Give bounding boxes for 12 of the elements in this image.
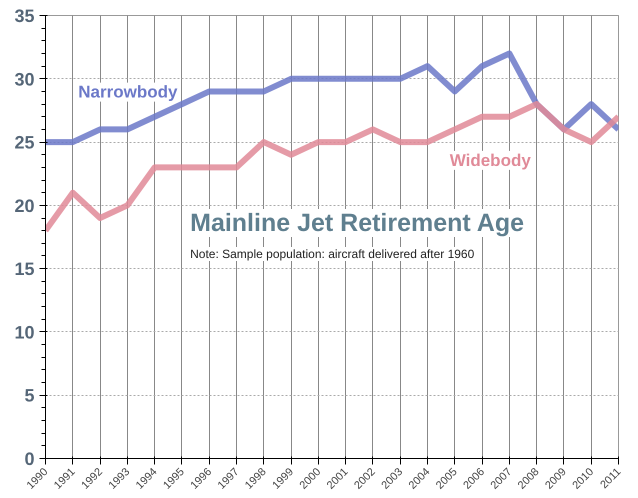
y-tick-label: 15: [14, 259, 35, 280]
series-label: Narrowbody: [78, 82, 178, 102]
y-tick-label: 35: [14, 6, 35, 26]
y-tick-label: 5: [24, 386, 35, 406]
y-tick-label: 20: [14, 196, 35, 216]
y-tick-label: 30: [14, 69, 35, 90]
annotation: Note: Sample population: aircraft delivered after 1960: [190, 247, 475, 262]
text: Mainline Jet Retirement Age: [190, 209, 524, 237]
series-label: Widebody: [450, 150, 532, 170]
y-tick-label: 0: [24, 449, 35, 469]
y-tick-label: 25: [14, 132, 35, 153]
y-tick-label: 10: [14, 322, 35, 342]
